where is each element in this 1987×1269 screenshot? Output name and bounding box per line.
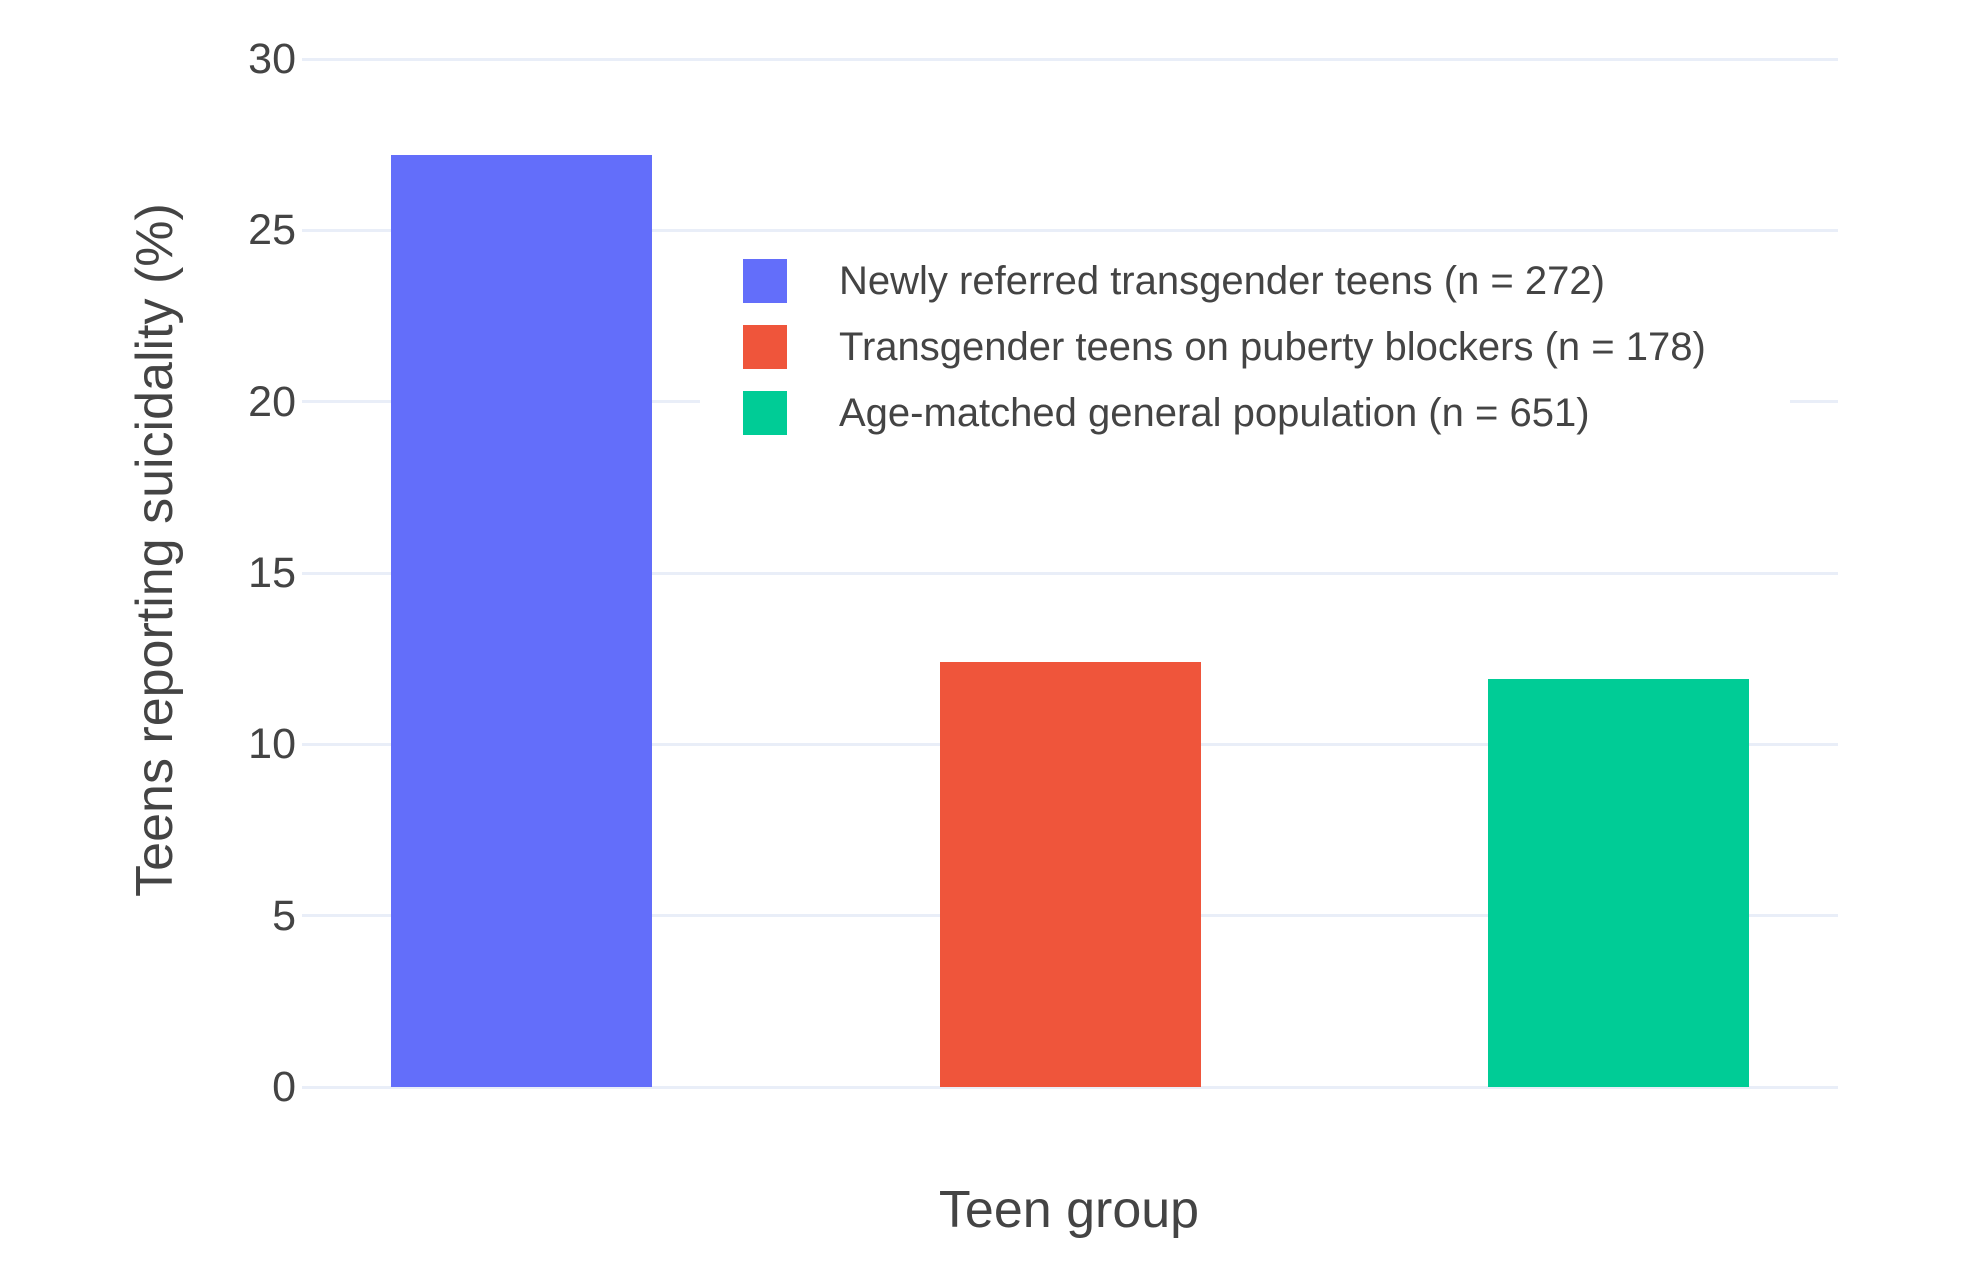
gridline-y-0 [302, 1085, 1838, 1089]
y-tick-label-20: 20 [248, 377, 296, 426]
legend-swatch-3 [743, 391, 787, 435]
legend-swatch-2 [743, 325, 787, 369]
x-axis-title: Teen group [938, 1181, 1200, 1239]
legend-item-1[interactable]: Newly referred transgender teens (n = 27… [743, 248, 1760, 314]
bar-3[interactable] [1488, 679, 1749, 1087]
y-tick-label-10: 10 [248, 720, 296, 769]
gridline-y-30 [302, 57, 1838, 61]
bar-2[interactable] [940, 662, 1201, 1087]
legend-item-3[interactable]: Age-matched general population (n = 651) [743, 380, 1760, 446]
y-tick-label-15: 15 [248, 549, 296, 597]
y-tick-label-30: 30 [248, 35, 296, 83]
y-tick-label-5: 5 [272, 891, 296, 940]
gridline-y-25 [302, 228, 1838, 232]
legend-item-2[interactable]: Transgender teens on puberty blockers (n… [743, 314, 1760, 380]
legend: Newly referred transgender teens (n = 27… [700, 238, 1790, 456]
bar-1[interactable] [391, 155, 652, 1087]
y-axis-title: Teens reporting suicidality (%) [126, 203, 184, 897]
y-tick-label-25: 25 [248, 206, 296, 255]
legend-label-1: Newly referred transgender teens (n = 27… [839, 258, 1605, 303]
legend-label-2: Transgender teens on puberty blockers (n… [839, 324, 1706, 369]
y-tick-label-0: 0 [272, 1063, 296, 1111]
legend-label-3: Age-matched general population (n = 651) [839, 390, 1590, 435]
legend-swatch-1 [743, 259, 787, 303]
gridline-y-15 [302, 571, 1838, 575]
